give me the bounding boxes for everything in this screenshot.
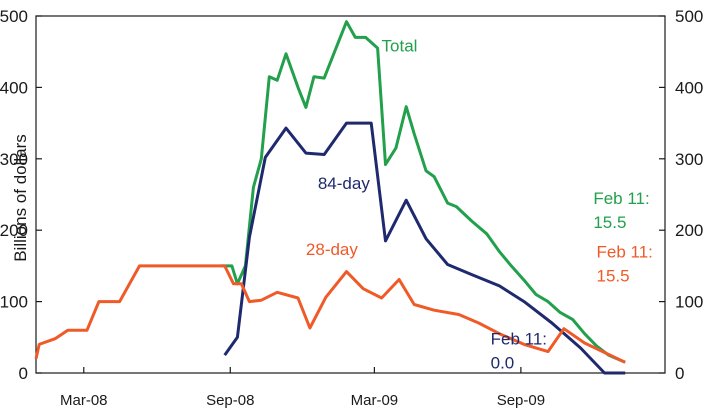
axes	[35, 15, 666, 374]
y-tick-label-left: 500	[0, 7, 28, 26]
x-tick-label: Mar-08	[60, 392, 108, 409]
annotation-line: 15.5	[593, 213, 626, 232]
series-line-84-day	[223, 121, 626, 375]
y-tick-label-right: 300	[675, 150, 703, 169]
tick-labels: 0 0 100 100 200 200 300 300 400 400 500 500 Mar-08 Se…	[0, 7, 703, 409]
y-tick-label-left: 0	[19, 364, 28, 383]
annotation-line: Feb 11:	[491, 329, 547, 348]
y-tick-label-left: 400	[0, 78, 28, 97]
x-tick-label: Sep-08	[206, 392, 254, 409]
annotation-line: Feb 11:	[597, 242, 653, 261]
annotation-day84: 84-day	[318, 174, 370, 193]
y-axis-label: Billions of dollars	[11, 134, 30, 262]
annotation-line: Feb 11:	[593, 189, 649, 208]
annotation-line: 28-day	[306, 240, 358, 259]
series-line-28-day	[34, 264, 626, 364]
annotation-line: Total	[382, 37, 418, 56]
x-tick-label: Mar-09	[351, 392, 399, 409]
y-tick-label-right: 200	[675, 221, 703, 240]
annotation-febTotal: Feb 11: 15.5	[593, 189, 649, 232]
y-tick-label-left: 300	[0, 150, 28, 169]
annotation-line: 0.0	[491, 353, 515, 372]
y-tick-label-left: 100	[0, 293, 28, 312]
y-tick-label-right: 500	[675, 7, 703, 26]
annotation-feb84: Feb 11: 0.0	[491, 329, 547, 372]
y-tick-label-right: 100	[675, 293, 703, 312]
series-lines	[34, 20, 626, 375]
annotation-feb28: Feb 11: 15.5	[597, 242, 653, 285]
y-tick-label-right: 0	[675, 364, 684, 383]
annotation-line: 15.5	[597, 266, 630, 285]
plot-frame	[35, 15, 666, 374]
annotation-line: 84-day	[318, 174, 370, 193]
series-line-total	[220, 20, 626, 364]
y-tick-label-left: 200	[0, 221, 28, 240]
y-tick-label-right: 400	[675, 78, 703, 97]
annotation-day28: 28-day	[306, 240, 358, 259]
x-tick-label: Sep-09	[497, 392, 545, 409]
annotation-total: Total	[382, 37, 418, 56]
